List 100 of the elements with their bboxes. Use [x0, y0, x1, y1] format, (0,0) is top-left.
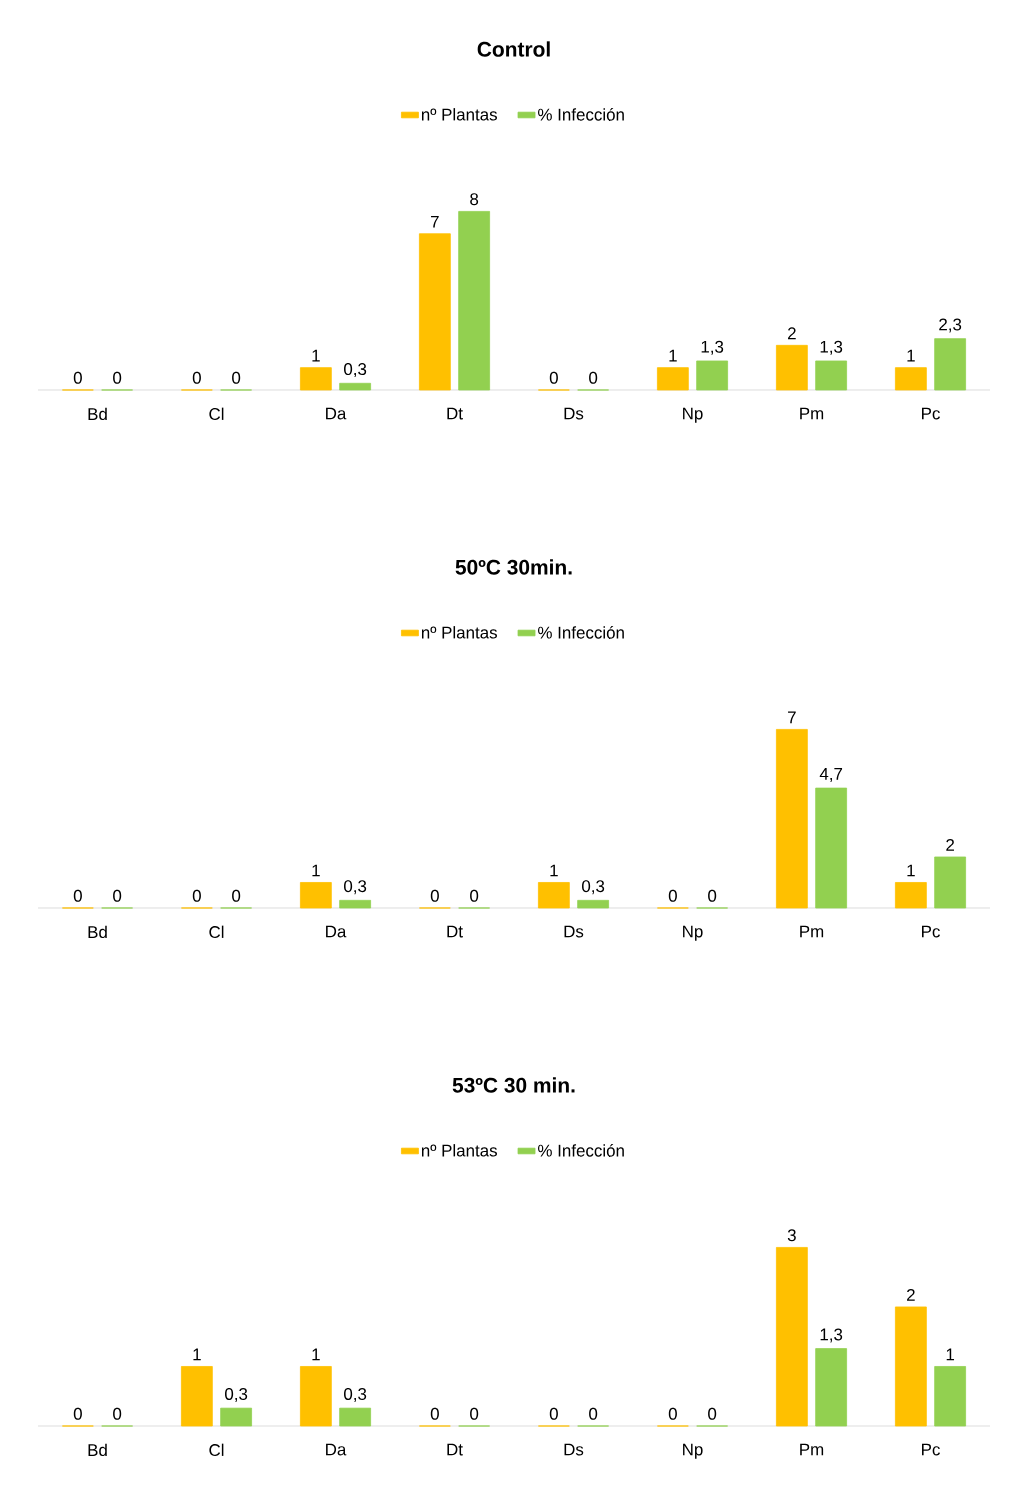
- data-label: 1: [193, 1348, 201, 1361]
- x-tick-label: Dt: [447, 925, 463, 938]
- bar: [934, 338, 967, 391]
- bar: [895, 882, 927, 909]
- data-label: 0: [668, 889, 677, 902]
- bar: [815, 360, 848, 391]
- data-label: 1,3: [820, 340, 843, 355]
- data-label: 0: [589, 1407, 598, 1420]
- bar: [419, 233, 451, 391]
- x-tick-label: Dt: [447, 407, 463, 420]
- data-label: 4,7: [819, 768, 843, 782]
- data-label: 0: [192, 889, 201, 902]
- x-tick-label: Np: [683, 1443, 703, 1459]
- bar: [339, 899, 372, 909]
- x-tick-label: Pm: [800, 1443, 824, 1456]
- data-label: 1: [550, 864, 558, 877]
- bar: [300, 1366, 332, 1427]
- bar: [815, 1348, 848, 1427]
- x-tick-label: Dt: [447, 1443, 463, 1456]
- data-label: 1: [907, 349, 915, 362]
- x-tick-label: Pc: [922, 1443, 940, 1456]
- x-tick-label: Pc: [922, 407, 940, 420]
- x-tick-label: Cl: [209, 925, 224, 939]
- bar: [934, 856, 967, 909]
- data-label: 0: [113, 889, 122, 902]
- x-tick-label: Pm: [800, 407, 824, 420]
- bar: [776, 1247, 808, 1427]
- legend-label: % Infección: [538, 626, 624, 639]
- x-tick-label: Ds: [564, 1443, 584, 1456]
- data-label: 0: [73, 1407, 82, 1420]
- data-label: 1,3: [701, 340, 724, 355]
- data-label: 0: [668, 1407, 677, 1420]
- data-label: 0: [73, 889, 82, 902]
- x-tick-label: Cl: [209, 1443, 224, 1457]
- data-label: 0,3: [225, 1387, 248, 1402]
- data-label: 2,3: [939, 318, 962, 333]
- data-label: 0,3: [344, 363, 367, 378]
- bar: [300, 367, 332, 391]
- data-label: 8: [470, 193, 479, 206]
- data-label: 1,3: [820, 1328, 843, 1343]
- x-tick-label: Bd: [88, 407, 107, 421]
- x-tick-label: Da: [326, 925, 347, 938]
- bar: [220, 1407, 253, 1427]
- bar: [538, 882, 570, 909]
- data-label: 0: [430, 889, 439, 902]
- x-tick-label: Da: [326, 407, 347, 420]
- data-label: 0: [708, 1407, 717, 1420]
- legend-label: nº Plantas: [421, 108, 497, 121]
- x-tick-label: Da: [326, 1443, 347, 1456]
- chart-title: 50ºC 30min.: [455, 559, 572, 575]
- data-label: 0: [113, 1407, 122, 1420]
- data-label: 0: [470, 889, 479, 902]
- legend-label: nº Plantas: [421, 626, 497, 639]
- data-label: 0: [73, 371, 82, 384]
- data-label: 2: [788, 327, 796, 340]
- data-label: 0: [430, 1407, 439, 1420]
- bar: [339, 382, 372, 391]
- data-label: 0: [232, 889, 241, 902]
- data-label: 7: [788, 711, 796, 724]
- data-label: 2: [907, 1288, 915, 1301]
- bar: [180, 1366, 213, 1427]
- bar: [895, 1306, 927, 1427]
- data-label: 3: [787, 1229, 796, 1242]
- data-label: 0,3: [344, 880, 367, 895]
- bar: [657, 367, 689, 391]
- legend-label: nº Plantas: [421, 1144, 497, 1157]
- bar: [776, 729, 808, 909]
- x-tick-label: Pm: [800, 925, 824, 938]
- data-label: 1: [946, 1348, 955, 1361]
- data-label: 0: [113, 371, 122, 384]
- x-tick-label: Ds: [564, 925, 584, 938]
- bar: [776, 344, 808, 391]
- x-tick-label: Np: [683, 925, 703, 941]
- data-label: 0: [549, 1407, 558, 1420]
- chart-title: 53ºC 30 min.: [452, 1077, 575, 1093]
- bar: [934, 1366, 967, 1427]
- data-label: 0: [589, 371, 598, 384]
- data-label: 1: [312, 1348, 320, 1361]
- x-tick-label: Pc: [922, 925, 940, 938]
- data-label: 0: [232, 371, 241, 384]
- data-label: 7: [431, 215, 439, 228]
- legend-label: % Infección: [538, 1144, 624, 1157]
- data-label: 1: [312, 349, 320, 362]
- x-tick-label: Bd: [88, 925, 107, 939]
- bar: [458, 211, 491, 391]
- data-label: 0: [708, 889, 717, 902]
- data-label: 0: [470, 1407, 479, 1420]
- chart-title: Control: [477, 41, 550, 57]
- bar: [300, 882, 332, 909]
- data-label: 1: [669, 349, 677, 362]
- x-tick-label: Ds: [564, 407, 584, 420]
- bar: [696, 360, 729, 391]
- x-tick-label: Cl: [209, 407, 224, 421]
- bar: [577, 899, 610, 909]
- legend-label: % Infección: [538, 108, 624, 121]
- x-tick-label: Bd: [88, 1443, 107, 1457]
- bar: [339, 1407, 372, 1427]
- data-label: 0: [549, 371, 558, 384]
- data-label: 2: [946, 838, 954, 851]
- data-label: 0,3: [582, 880, 605, 895]
